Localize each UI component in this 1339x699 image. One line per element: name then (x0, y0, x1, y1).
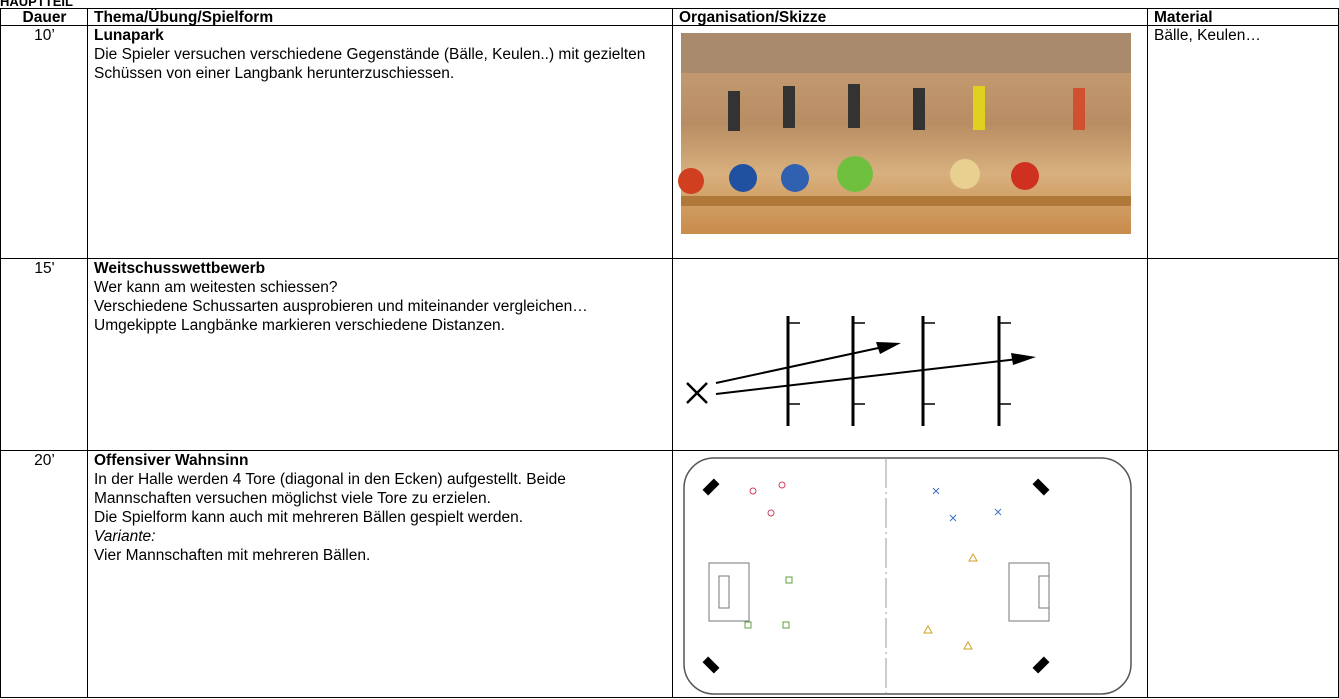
section-title: HAUPTTEIL (0, 0, 73, 9)
description: Umgekippte Langbänke markieren verschied… (94, 317, 505, 334)
sketch-cell (672, 25, 1148, 259)
variant-label: Variante: (94, 528, 156, 545)
material: Bälle, Keulen… (1154, 27, 1261, 44)
header-cell: Material (1147, 8, 1339, 26)
description: Wer kann am weitesten schiessen? (94, 279, 338, 296)
description: Die Spieler versuchen verschiedene Gegen… (94, 46, 646, 82)
duration-cell: 20’ (0, 450, 88, 698)
field-sketch (683, 457, 1132, 695)
shooting-sketch (686, 316, 1036, 426)
exercise-title: Offensiver Wahnsinn (94, 452, 249, 469)
material-cell: Bälle, Keulen… (1147, 25, 1339, 259)
material-cell (1147, 258, 1339, 451)
duration: 10’ (34, 27, 55, 44)
description: In der Halle werden 4 Tore (diagonal in … (94, 471, 566, 507)
duration-cell: 10’ (0, 25, 88, 259)
topic-cell: Weitschusswettbewerb Wer kann am weitest… (87, 258, 673, 451)
sketch-cell (672, 258, 1148, 451)
sketch-cell (672, 450, 1148, 698)
duration: 15' (34, 260, 55, 277)
duration-cell: 15' (0, 258, 88, 451)
exercise-title: Lunapark (94, 27, 164, 44)
photo (678, 33, 1131, 234)
header-cell: Dauer (0, 8, 88, 26)
duration: 20’ (34, 452, 55, 469)
topic-cell: Lunapark Die Spieler versuchen verschied… (87, 25, 673, 259)
header-cell: Thema/Übung/Spielform (87, 8, 673, 26)
material-cell (1147, 450, 1339, 698)
variant-text: Vier Mannschaften mit mehreren Bällen. (94, 547, 371, 564)
topic-cell: Offensiver Wahnsinn In der Halle werden … (87, 450, 673, 698)
description: Verschiedene Schussarten ausprobieren un… (94, 298, 588, 315)
header-cell: Organisation/Skizze (672, 8, 1148, 26)
description: Die Spielform kann auch mit mehreren Bäl… (94, 509, 524, 526)
exercise-title: Weitschusswettbewerb (94, 260, 266, 277)
